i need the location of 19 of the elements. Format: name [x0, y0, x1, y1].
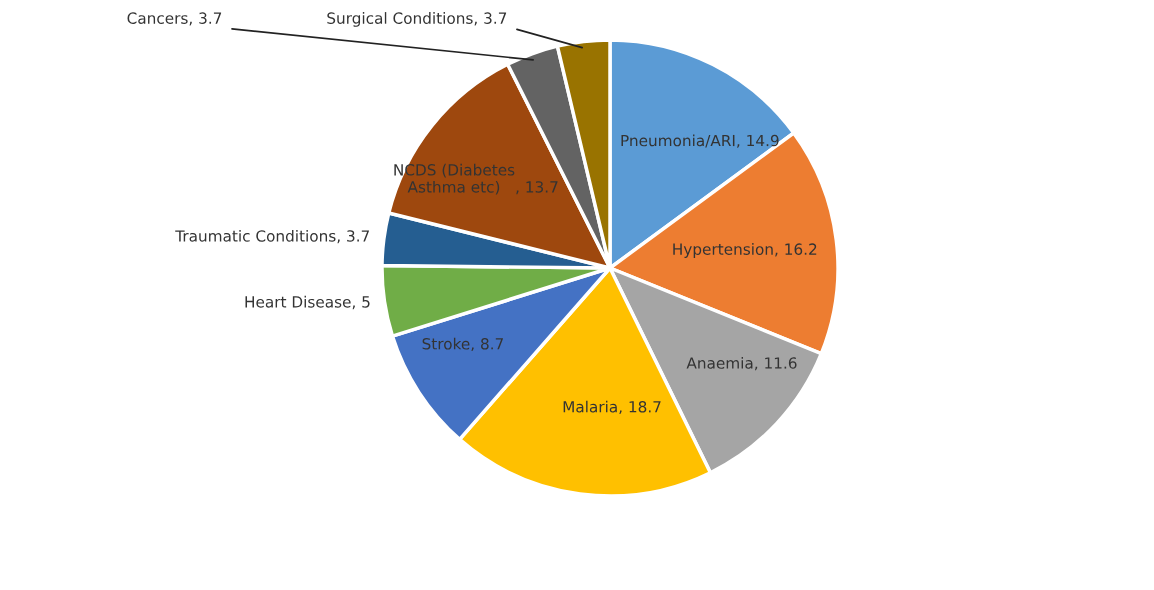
- slice-label: Stroke: [422, 337, 470, 350]
- slice-label: Cancers: [127, 12, 188, 24]
- slice-label: Heart Disease: [245, 295, 351, 308]
- data-label: , 16.2: [775, 243, 817, 257]
- slice-label: Anaemia: [686, 356, 753, 369]
- data-label: , 8.7: [471, 338, 503, 352]
- data-label: , 3.7: [337, 230, 369, 244]
- data-label: , 11.6: [754, 357, 797, 371]
- data-label: , 14.9: [737, 134, 779, 148]
- data-label: , 5: [352, 296, 370, 310]
- data-label: , 3.7: [474, 12, 507, 26]
- data-label: , 3.7: [189, 12, 222, 26]
- slice-label: Surgical Conditions: [327, 12, 473, 27]
- slice-label: Traumatic Conditions: [175, 229, 336, 242]
- slice-label: Pneumonia/ARI: [621, 134, 735, 148]
- data-label: , 18.7: [619, 401, 661, 415]
- data-label: , 13.7: [516, 181, 558, 195]
- slice-label: Malaria: [563, 400, 617, 413]
- slice-label: Hypertension: [673, 243, 773, 258]
